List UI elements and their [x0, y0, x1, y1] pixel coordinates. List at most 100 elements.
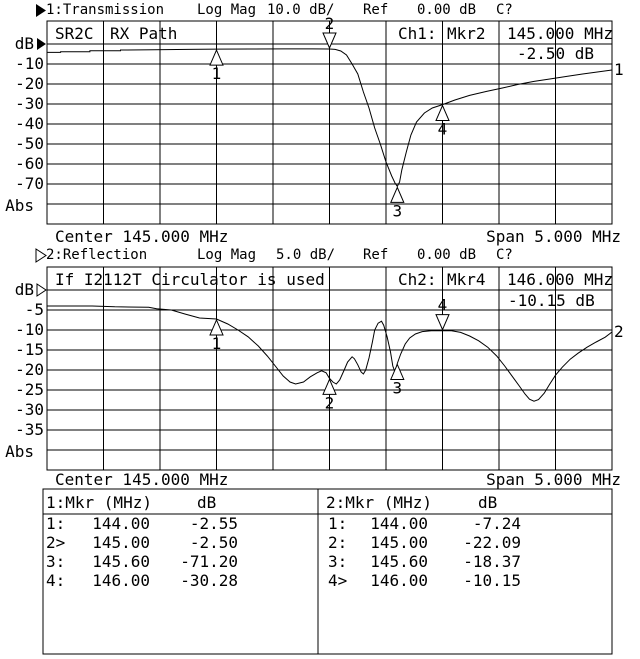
ch1-cal-status: C?: [496, 2, 513, 18]
ch2-axis-label: dB: [14, 280, 34, 299]
ch2-memo-label: If I2112T Circulator is used: [55, 270, 325, 289]
mkr-row-label: 4>: [328, 571, 348, 590]
ch1-ref-label: Ref: [363, 2, 389, 18]
mkr-row-label: 2>: [46, 533, 66, 552]
mkr-row-value: -30.28: [180, 571, 238, 590]
mkr-table-ch2-header: 2:Mkr (MHz): [326, 493, 432, 512]
ch1-axis-label: -30: [15, 94, 44, 113]
mkr-row-value: -7.24: [472, 514, 521, 533]
ch1-readout-mkr: Mkr2: [447, 24, 486, 43]
mkr-table-ch1-header: 1:Mkr (MHz): [46, 493, 152, 512]
mkr-row-label: 3:: [328, 552, 348, 571]
ch1-axis-label: -10: [15, 54, 44, 73]
mkr-row-freq: 145.60: [370, 552, 428, 571]
ch1-axis-label: -20: [15, 74, 44, 93]
ch1-readout-value: -2.50 dB: [517, 44, 595, 63]
ch2-axis-label: -35: [15, 420, 44, 439]
marker-table-border: [42, 488, 613, 655]
ch2-axis-label: -15: [15, 340, 44, 359]
channel-1-indicator-icon: [36, 4, 46, 17]
ch2-format: Log Mag: [197, 247, 257, 263]
marker-3-icon: [390, 186, 405, 203]
marker-4-number: 4: [438, 120, 448, 139]
ch2-readout-mkr: Mkr4: [447, 270, 486, 289]
ch1-grid: [47, 21, 612, 224]
ch1-title: 1:Transmission: [46, 2, 165, 18]
mkr-table-ch1-unit: dB: [197, 493, 217, 512]
marker-3-icon: [390, 363, 405, 380]
ch2-readout-value: -10.15 dB: [508, 291, 595, 310]
channel-2-indicator-icon: [35, 248, 47, 263]
mkr-row-label: 1:: [328, 514, 348, 533]
ch1-span: Span 5.000 MHz: [486, 227, 621, 246]
ch2-axis-label: -20: [15, 360, 44, 379]
marker-2-number: 2: [325, 393, 335, 412]
ch2-axis-label: Abs: [5, 442, 34, 461]
ch2-trace-number: 2: [614, 322, 624, 341]
marker-4-icon: [435, 104, 450, 122]
mkr-row-value: -22.09: [463, 533, 521, 552]
ch2-axis-label: -5: [24, 300, 44, 319]
ch1-format: Log Mag: [197, 2, 257, 18]
mkr-table-ch2-unit: dB: [478, 493, 498, 512]
marker-3-number: 3: [392, 378, 402, 397]
mkr-row-freq: 144.00: [370, 514, 428, 533]
mkr-row-freq: 145.60: [92, 552, 150, 571]
marker-1-icon: [209, 318, 224, 336]
mkr-row-label: 3:: [46, 552, 66, 571]
ch2-cal-status: C?: [496, 247, 513, 263]
marker-2-active-icon: [322, 32, 337, 50]
marker-4-active-icon: [435, 314, 450, 331]
ch2-scale: 5.0 dB/: [276, 247, 336, 263]
ch2-ref-level-arrow-icon: [36, 283, 47, 297]
ch1-readout-ch: Ch1:: [398, 24, 437, 43]
mkr-row-value: -71.20: [180, 552, 238, 571]
ch1-memo-label-2: RX Path: [110, 24, 178, 43]
ch1-ref-value: 0.00 dB: [417, 2, 477, 18]
ch1-axis-label: Abs: [5, 196, 34, 215]
ch2-trace: [47, 305, 613, 402]
ch1-center-freq: Center 145.000 MHz: [55, 227, 229, 246]
mkr-row-label: 4:: [46, 571, 66, 590]
ch1-readout-freq: 145.000 MHz: [507, 24, 613, 43]
ch2-axis-label: -25: [15, 380, 44, 399]
ch1-axis-label: -40: [15, 114, 44, 133]
ch2-axis-label: -10: [15, 320, 44, 339]
ch1-markers: 1 2 3 4: [209, 14, 450, 220]
ch1-axis-label: -70: [15, 174, 44, 193]
ch1-ref-level-arrow-icon: [37, 38, 46, 50]
ch2-axis-label: -30: [15, 400, 44, 419]
ch2-title: 2:Reflection: [46, 247, 148, 263]
marker-2-icon: [322, 378, 337, 395]
ch2-readout-freq: 146.000 MHz: [507, 270, 613, 289]
mkr-row-label: 1:: [46, 514, 66, 533]
marker-1-icon: [209, 48, 224, 66]
mkr-row-freq: 145.00: [92, 533, 150, 552]
ch1-trace-number: 1: [614, 60, 624, 79]
ch2-readout-ch: Ch2:: [398, 270, 437, 289]
mkr-row-value: -2.50: [189, 533, 238, 552]
ch2-markers: 1 2 3 4: [209, 296, 450, 412]
ch2-span: Span 5.000 MHz: [486, 470, 621, 489]
ch1-memo-label-1: SR2C: [55, 24, 94, 43]
ch1-scale: 10.0 dB/: [267, 2, 335, 18]
mkr-row-freq: 146.00: [92, 571, 150, 590]
marker-3-number: 3: [392, 201, 402, 220]
mkr-row-value: -10.15: [463, 571, 521, 590]
ch2-ref-label: Ref: [363, 247, 389, 263]
mkr-row-freq: 145.00: [370, 533, 428, 552]
ch2-ref-value: 0.00 dB: [417, 247, 477, 263]
marker-2-number: 2: [325, 14, 335, 33]
ch1-axis-label: -50: [15, 134, 44, 153]
mkr-row-label: 2:: [328, 533, 348, 552]
ch2-center-freq: Center 145.000 MHz: [55, 470, 229, 489]
mkr-row-freq: 146.00: [370, 571, 428, 590]
mkr-row-freq: 144.00: [92, 514, 150, 533]
ch1-axis-label: dB: [14, 34, 34, 53]
mkr-row-value: -18.37: [463, 552, 521, 571]
marker-1-number: 1: [212, 64, 222, 83]
ch1-trace: [47, 48, 613, 188]
marker-1-number: 1: [212, 334, 222, 353]
